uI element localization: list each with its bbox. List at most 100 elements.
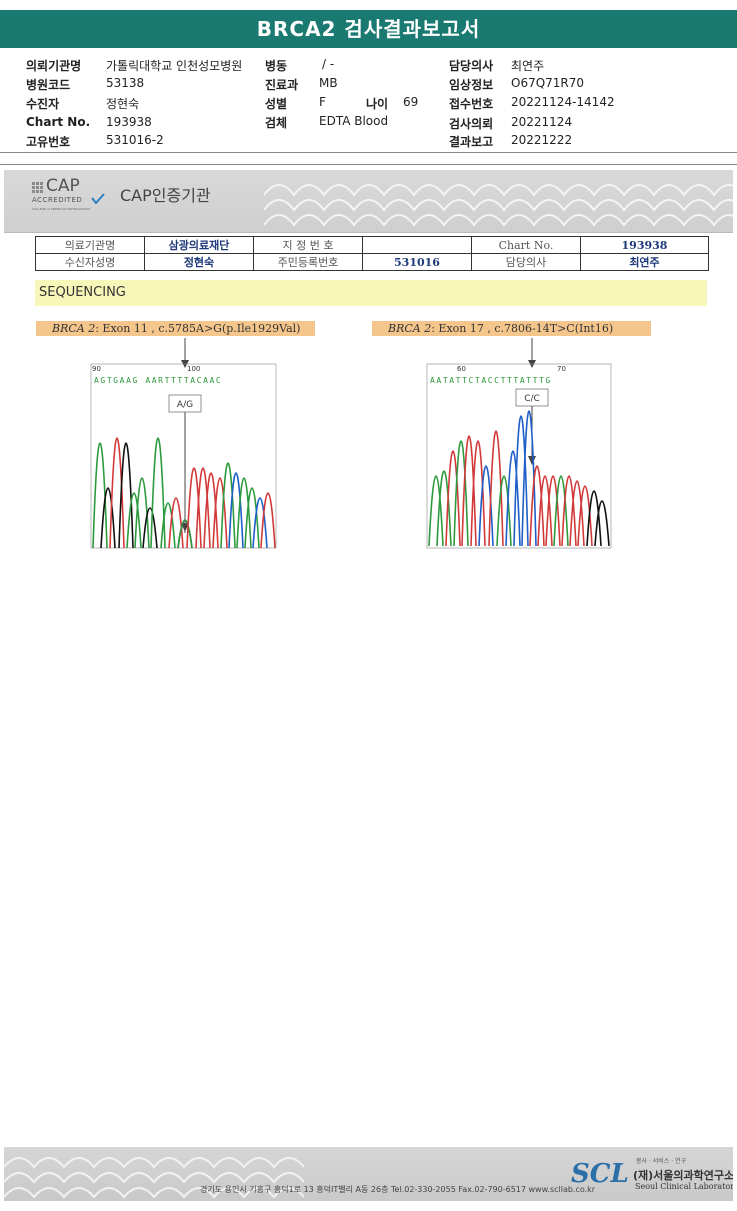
- cap-sub-text: COLLEGE of AMERICAN PATHOLOGISTS: [32, 207, 91, 211]
- value-clinical-info: O67Q71R70: [511, 76, 585, 90]
- trace-peak: [134, 477, 150, 549]
- trace-peak: [569, 480, 585, 547]
- trace-peak: [109, 437, 125, 549]
- trace-peak: [126, 492, 142, 549]
- trace-peak: [513, 415, 529, 547]
- cap-banner: CAP ACCREDITED COLLEGE of AMERICAN PATHO…: [4, 170, 733, 233]
- patient-table: 의료기관명 삼광의료재단 지 정 번 호 Chart No. 193938 수신…: [35, 236, 709, 271]
- trace-peak: [236, 477, 252, 549]
- label-ward: 병동: [265, 59, 288, 73]
- trace-peak: [160, 502, 176, 549]
- report-title: BRCA2 검사결과보고서: [0, 10, 737, 48]
- table-cell: 531016: [362, 253, 472, 271]
- position-label: 100: [187, 365, 200, 373]
- trace-peak: [220, 462, 236, 549]
- gene-name: BRCA 2: [52, 322, 96, 335]
- trace-peaks: [92, 437, 276, 549]
- trace-peak: [203, 472, 219, 549]
- trace-peak: [461, 435, 477, 547]
- cap-certified-label: CAP인증기관: [120, 186, 211, 205]
- trace-peak: [594, 500, 610, 547]
- table-cell: [362, 236, 472, 254]
- arrow-down-icon: [181, 523, 189, 532]
- scl-logo: SCL: [571, 1159, 629, 1189]
- label-department: 진료과: [265, 78, 299, 92]
- label-clinical-info: 임상정보: [449, 78, 494, 92]
- chromatogram: 90 100 AGTGAAG AARTTTTACAAC A/G: [90, 338, 277, 549]
- table-row: 수신자성명 정현숙 주민등록번호 531016 담당의사 최연주: [35, 253, 709, 271]
- label-sex: 성별: [265, 97, 288, 111]
- variant-label: BRCA 2: Exon 17 , c.7806-14T>C(Int16): [372, 321, 651, 336]
- trace-peak: [92, 442, 108, 549]
- footer-org-name: (재)서울의과학연구소: [633, 1169, 733, 1182]
- table-row: 의료기관명 삼광의료재단 지 정 번 호 Chart No. 193938: [35, 236, 709, 254]
- table-cell: 담당의사: [471, 253, 581, 271]
- trace-peak: [453, 440, 469, 547]
- label-physician: 담당의사: [449, 59, 494, 73]
- position-label: 90: [92, 365, 101, 373]
- label-report-date: 결과보고: [449, 135, 494, 149]
- label-chart-no: Chart No.: [26, 115, 91, 129]
- value-patient: 정현숙: [106, 97, 140, 111]
- footer-org-name-en: Seoul Clinical Laboratories: [635, 1182, 733, 1191]
- trace-peak: [553, 475, 569, 547]
- trace-peak: [186, 467, 202, 549]
- divider: [0, 152, 737, 153]
- trace-peak: [150, 437, 166, 549]
- value-ward: / -: [322, 57, 335, 71]
- trace-peak: [586, 490, 602, 547]
- footer-tagline: 봉사 · 서비스 · 연구: [636, 1158, 687, 1165]
- trace-peak: [428, 475, 444, 547]
- value-chart-no: 193938: [106, 115, 152, 129]
- value-report-date: 20221222: [511, 133, 573, 147]
- trace-peak: [445, 450, 461, 547]
- wave-pattern: [4, 1157, 304, 1199]
- label-age: 나이: [366, 97, 389, 111]
- table-cell: 의료기관명: [35, 236, 145, 254]
- trace-peak: [168, 497, 184, 549]
- genotype-call: A/G: [177, 400, 193, 410]
- trace-peak: [100, 487, 116, 549]
- trace-peak: [577, 485, 593, 547]
- genotype-call: C/C: [524, 394, 540, 404]
- trace-peak: [142, 507, 158, 549]
- footer-address: 경기도 용인시 기흥구 흥덕1로 13 흥덕IT밸리 A동 26층 Tel.02…: [200, 1185, 596, 1194]
- trace-peak: [177, 519, 193, 549]
- trace-peak: [529, 465, 545, 547]
- value-physician: 최연주: [511, 59, 545, 73]
- trace-peak: [244, 487, 260, 549]
- position-label: 60: [457, 365, 466, 373]
- label-patient: 수진자: [26, 97, 60, 111]
- trace-peak: [212, 477, 228, 549]
- cap-logo-text: CAP: [46, 176, 80, 196]
- wave-pattern: [264, 184, 733, 227]
- trace-peak: [496, 475, 512, 547]
- trace-peaks: [428, 410, 610, 547]
- value-unique-no: 531016-2: [106, 133, 164, 147]
- base-sequence: AGTGAAG AARTTTTACAAC: [94, 376, 222, 385]
- trace-peak: [488, 430, 504, 547]
- value-department: MB: [319, 76, 338, 90]
- value-sex: F: [319, 95, 326, 109]
- label-hospital-code: 병원코드: [26, 78, 71, 92]
- label-unique-no: 고유번호: [26, 135, 71, 149]
- trace-peak: [195, 467, 211, 549]
- trace-peak: [545, 475, 561, 547]
- value-institution: 가톨릭대학교 인천성모병원: [106, 59, 243, 73]
- section-header: SEQUENCING: [35, 280, 707, 306]
- label-receipt-no: 접수번호: [449, 97, 494, 111]
- value-request-date: 20221124: [511, 115, 573, 129]
- gene-name: BRCA 2: [388, 322, 432, 335]
- cap-accredited-text: ACCREDITED: [32, 196, 83, 204]
- divider: [0, 164, 737, 165]
- table-cell: 193938: [580, 236, 709, 254]
- table-cell: Chart No.: [471, 236, 581, 254]
- value-specimen: EDTA Blood: [319, 114, 389, 128]
- cap-grid-icon: [32, 182, 105, 205]
- table-cell: 지 정 번 호: [253, 236, 363, 254]
- trace-peak: [561, 475, 577, 547]
- label-request-date: 검사의뢰: [449, 117, 494, 131]
- chromatogram: 60 70 AATATTCTACCTTTATTTG C/C: [426, 338, 612, 549]
- table-cell: 최연주: [580, 253, 709, 271]
- trace-peak: [228, 472, 244, 549]
